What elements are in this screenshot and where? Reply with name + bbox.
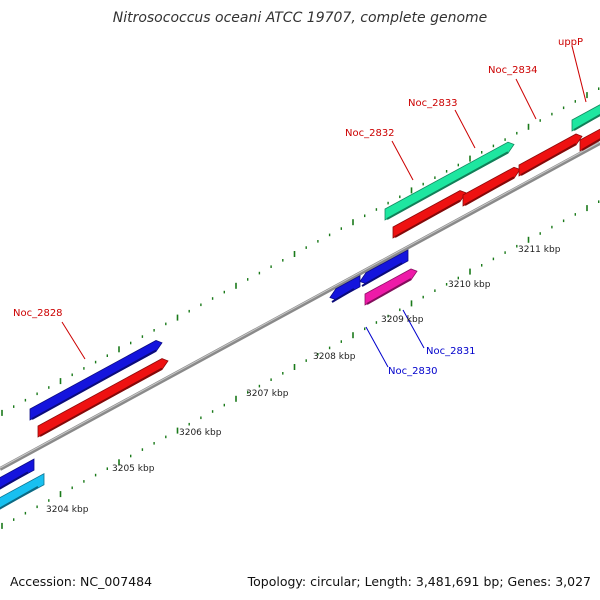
gene-label-uppp[interactable]: uppP <box>558 37 583 48</box>
gene-label-noc-2828[interactable]: Noc_2828 <box>13 308 63 319</box>
gene-feature-upp-p-upper[interactable] <box>571 102 600 132</box>
gene-arrow-shadow <box>581 138 600 151</box>
connector-noc-2832 <box>391 140 414 181</box>
accession-text: Accession: NC_007484 <box>10 574 152 589</box>
gene-feature-pink[interactable] <box>364 268 418 306</box>
connector-noc-2834 <box>515 78 537 120</box>
gene-arrow-body <box>0 458 35 489</box>
gene-arrow-body <box>579 128 600 152</box>
map-title: Nitrosococcus oceani ATCC 19707, complet… <box>113 10 488 26</box>
gene-label-noc-2830[interactable]: Noc_2830 <box>388 366 438 377</box>
gene-arrow-shadow <box>0 486 39 510</box>
genome-backbone <box>0 141 600 471</box>
kbp-tick-label: 3211 kbp <box>518 245 561 255</box>
gene-arrow-shadow <box>366 278 412 305</box>
gene-arrow-shadow <box>31 349 157 420</box>
kbp-tick-label: 3207 kbp <box>246 389 289 399</box>
kbp-tick-label: 3204 kbp <box>46 505 89 515</box>
gene-arrow-body <box>462 166 521 207</box>
gene-arrow-shadow <box>331 288 355 303</box>
gene-feature-noc-2832-rna[interactable] <box>392 190 467 239</box>
gene-label-noc-2831[interactable]: Noc_2831 <box>426 346 476 357</box>
inner-tick-row <box>1 200 600 529</box>
gene-arrow-body <box>364 268 418 306</box>
outer-tick-row <box>1 87 600 416</box>
gene-label-noc-2833[interactable]: Noc_2833 <box>408 98 458 109</box>
gene-arrow-shadow <box>520 143 577 176</box>
connector-noc-2833 <box>454 109 476 149</box>
gene-arrow-shadow <box>39 367 163 437</box>
gene-arrow-body <box>0 473 45 509</box>
connector-upp-p <box>571 45 587 103</box>
gene-arrow-shadow <box>394 199 461 238</box>
gene-feature-upper-left[interactable] <box>29 340 163 421</box>
gene-label-noc-2834[interactable]: Noc_2834 <box>488 65 538 76</box>
connector-noc-2830 <box>365 326 389 368</box>
kbp-tick-label: 3205 kbp <box>112 464 155 474</box>
kbp-tick-label: 3208 kbp <box>313 352 356 362</box>
kbp-tick-label: 3209 kbp <box>381 315 424 325</box>
gene-arrow-shadow <box>573 113 600 131</box>
gene-arrow-shadow <box>464 176 515 206</box>
gene-feature-noc-2833[interactable] <box>462 166 521 207</box>
genome-backbone-highlight <box>0 141 600 469</box>
gene-feature-bottom-left-cyan[interactable] <box>0 473 45 513</box>
gene-arrow-shadow <box>361 262 403 287</box>
kbp-tick-label: 3210 kbp <box>448 280 491 290</box>
gene-arrow-body <box>384 141 515 221</box>
gene-feature-bottom-left-blue[interactable] <box>0 458 35 493</box>
gene-feature-lower-left[interactable] <box>37 358 169 438</box>
connector-noc-2831 <box>402 309 425 349</box>
kbp-tick-label: 3206 kbp <box>179 428 222 438</box>
gene-feature-upp-p-lower[interactable] <box>579 126 600 152</box>
gene-feature-noc-2832[interactable] <box>384 141 515 221</box>
gene-arrow-body <box>571 104 600 132</box>
gene-feature-noc-2831[interactable] <box>359 249 409 287</box>
gene-label-noc-2832[interactable]: Noc_2832 <box>345 128 395 139</box>
gene-arrow-shadow <box>386 151 509 220</box>
gene-arrow-body <box>518 133 583 177</box>
connector-noc-2828 <box>61 321 86 360</box>
gene-feature-noc-2834[interactable] <box>518 133 583 177</box>
gene-arrow-shadow <box>0 471 29 490</box>
gene-arrow-body <box>37 358 169 438</box>
gene-arrow-body <box>29 340 163 421</box>
genome-summary-text: Topology: circular; Length: 3,481,691 bp… <box>247 574 591 589</box>
